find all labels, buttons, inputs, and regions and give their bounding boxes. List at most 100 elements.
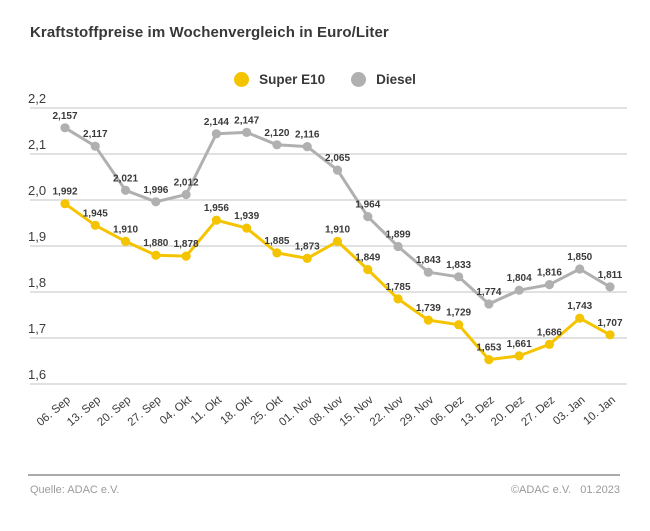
data-label: 1,843 (416, 255, 441, 266)
x-tick-label: 18. Okt (218, 394, 255, 428)
legend-label-super-e10: Super E10 (259, 72, 326, 87)
data-label: 1,743 (567, 301, 592, 312)
data-point (60, 199, 70, 209)
data-point (423, 267, 433, 277)
data-point (605, 282, 615, 292)
data-point (181, 189, 191, 200)
x-tick-label: 10. Jan (581, 394, 618, 427)
data-label: 1,964 (355, 200, 380, 211)
data-label: 1,653 (476, 343, 501, 354)
data-label: 1,707 (597, 318, 622, 329)
data-point (575, 313, 585, 323)
legend-item-diesel: Diesel (351, 72, 416, 87)
data-label: 2,117 (83, 129, 108, 140)
data-point (151, 197, 161, 207)
x-tick-label: 27. Dez (519, 394, 557, 429)
copyright-date: 01.2023 (580, 484, 620, 496)
source-note: Quelle: ADAC e.V. (30, 484, 120, 496)
y-tick-label: 1,6 (28, 367, 46, 382)
x-tick-label: 03. Jan (551, 394, 588, 427)
data-label: 1,739 (416, 303, 441, 314)
chart-title: Kraftstoffpreise im Wochenvergleich in E… (30, 24, 389, 41)
data-label: 1,873 (295, 241, 320, 252)
data-point (484, 355, 494, 365)
y-tick-label: 1,9 (28, 229, 46, 244)
data-point (454, 320, 464, 330)
data-point (363, 264, 373, 275)
x-tick-label: 04. Okt (158, 394, 195, 428)
data-label: 2,065 (325, 153, 350, 164)
legend: Super E10 Diesel (0, 72, 650, 87)
data-point (332, 236, 343, 246)
y-tick-label: 1,7 (28, 321, 46, 336)
legend-dot-diesel (351, 72, 367, 87)
data-label: 1,774 (476, 287, 501, 298)
data-point (272, 248, 282, 258)
copyright-note: ©ADAC e.V. 01.2023 (511, 484, 620, 496)
data-point (181, 251, 191, 261)
y-tick-label: 2,1 (28, 137, 46, 152)
data-point (120, 236, 131, 246)
data-label: 1,661 (507, 339, 532, 350)
data-point (332, 165, 343, 175)
data-point (393, 241, 403, 252)
data-label: 1,996 (143, 185, 168, 196)
data-point (514, 351, 524, 361)
data-point (151, 250, 161, 260)
data-point (393, 294, 403, 304)
data-label: 1,880 (143, 238, 168, 249)
copyright-holder: ©ADAC e.V. (510, 484, 572, 496)
legend-dot-super-e10 (234, 72, 250, 87)
data-point (211, 215, 221, 225)
data-label: 1,992 (52, 187, 77, 198)
data-label: 1,899 (386, 230, 411, 241)
data-point (544, 280, 555, 290)
footer-divider (28, 474, 620, 476)
x-tick-label: 11. Okt (189, 394, 225, 427)
data-label: 1,804 (507, 273, 532, 284)
data-label: 1,833 (446, 260, 471, 271)
data-point (454, 272, 464, 282)
data-label: 1,910 (325, 224, 350, 235)
data-point (514, 285, 524, 295)
data-label: 2,021 (113, 173, 138, 184)
data-point (575, 264, 585, 274)
data-point (605, 330, 615, 340)
data-point (302, 253, 312, 263)
data-label: 1,785 (386, 282, 411, 293)
data-label: 1,939 (234, 211, 259, 222)
data-point (242, 127, 252, 137)
data-label: 1,849 (355, 253, 380, 264)
data-label: 1,816 (537, 268, 562, 279)
data-point (242, 223, 252, 233)
data-label: 1,945 (83, 208, 108, 219)
data-label: 1,878 (174, 239, 199, 250)
data-point (90, 220, 100, 230)
data-point (90, 141, 100, 151)
data-label: 1,910 (113, 224, 138, 235)
y-tick-label: 2,2 (28, 92, 46, 106)
data-label: 2,157 (52, 111, 77, 122)
x-tick-label: 27. Sep (126, 394, 164, 429)
legend-item-super-e10: Super E10 (234, 72, 325, 87)
legend-label-diesel: Diesel (376, 72, 416, 87)
data-label: 2,120 (264, 128, 289, 139)
data-label: 2,116 (295, 130, 320, 141)
data-label: 1,811 (598, 270, 623, 281)
data-point (302, 142, 312, 152)
data-point (120, 185, 131, 195)
data-label: 1,850 (567, 252, 592, 263)
y-tick-label: 2,0 (28, 183, 46, 198)
data-label: 1,686 (537, 327, 562, 338)
data-point (272, 140, 282, 150)
data-label: 1,956 (204, 203, 229, 214)
y-tick-label: 1,8 (28, 275, 46, 290)
data-point (211, 129, 221, 139)
data-label: 1,729 (446, 308, 471, 319)
data-point (363, 212, 373, 222)
data-label: 2,147 (234, 115, 259, 126)
data-point (484, 299, 494, 309)
data-label: 2,144 (204, 117, 229, 128)
